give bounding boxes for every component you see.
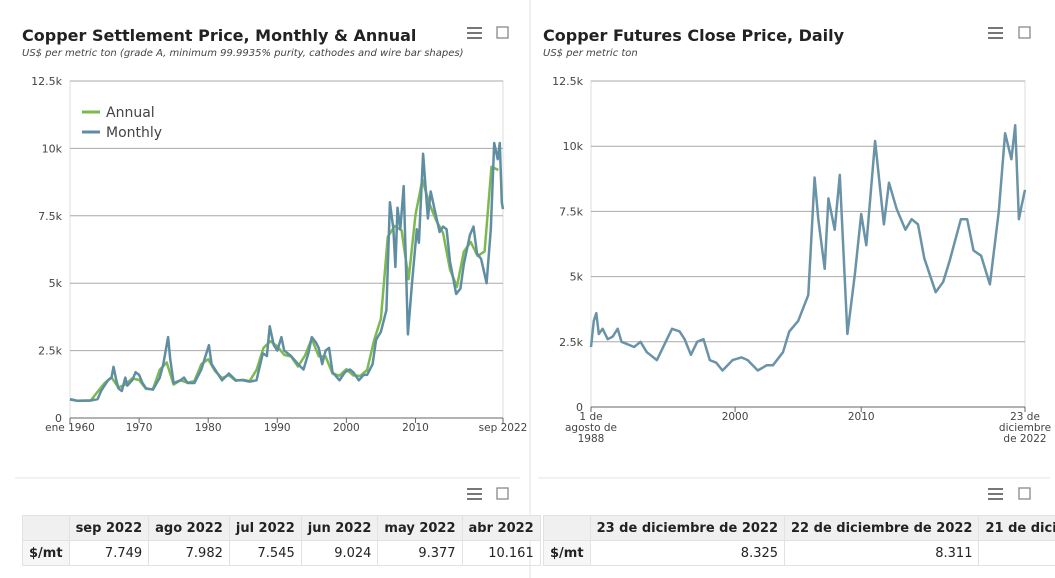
cell: 9.377	[377, 540, 463, 566]
x-tick-label: 2010	[847, 412, 875, 423]
series-line	[69, 141, 505, 402]
y-tick-label: 2.5k	[38, 345, 62, 358]
menu-icon[interactable]	[467, 27, 1003, 500]
column-header: abr 2022	[461, 515, 541, 541]
x-tick-label-box: 2010	[847, 412, 875, 423]
legend-label: Monthly	[106, 125, 162, 141]
x-tick-label-box: ene 1960	[45, 423, 95, 434]
data-table: sep 2022 ago 2022 jul 2022 jun 2022 may 2022…	[22, 515, 541, 566]
cell: 7.749	[68, 540, 150, 566]
row-label: $/mt	[22, 540, 70, 566]
y-tick-label: 5k	[49, 277, 63, 290]
y-tick-label: 7.5k	[559, 205, 583, 218]
y-tick-label: 7.5k	[38, 210, 62, 223]
x-tick-label: 1980	[194, 423, 222, 434]
y-tick-label: 0	[576, 401, 583, 414]
expand-icon[interactable]	[496, 26, 1031, 500]
data-row: $/mt 7.749 7.982 7.545 9.024 9.377 10.161	[22, 540, 541, 566]
column-header: jul 2022	[228, 515, 302, 541]
legend-label: Annual	[106, 105, 155, 121]
y-tick-label: 5k	[570, 271, 584, 284]
series-line	[589, 124, 1027, 372]
y-tick-label: 12.5k	[552, 75, 583, 88]
cell: 9.024	[300, 540, 379, 566]
y-tick-label: 2.5k	[559, 336, 583, 349]
cell: 7.982	[148, 540, 230, 566]
corner-cell	[22, 515, 70, 541]
x-tick-label: 2000	[721, 412, 749, 423]
y-tick-label: 10k	[42, 142, 63, 155]
row-label: $/mt	[543, 540, 591, 566]
x-tick-label-box: 1970	[125, 423, 153, 434]
x-tick-label: 1970	[125, 423, 153, 434]
cell: 10.161	[461, 540, 541, 566]
x-tick-label: sep 2022	[478, 423, 528, 434]
column-header: 21 de diciembr	[978, 515, 1055, 541]
x-tick-label: ene 1960	[45, 423, 95, 434]
corner-cell	[543, 515, 591, 541]
chart-title: Copper Futures Close Price, Daily	[543, 26, 845, 45]
header-row: sep 2022 ago 2022 jul 2022 jun 2022 may 2022…	[22, 515, 541, 541]
chart-title: Copper Settlement Price, Monthly & Annua…	[22, 26, 416, 45]
x-tick-label: 2010	[402, 423, 429, 434]
x-tick-label-box: 1990	[263, 423, 291, 434]
x-tick-label-box: 23 de diciembre de 2022	[998, 412, 1052, 445]
cell	[978, 540, 1055, 566]
x-tick-label: 1 de agosto de 1988	[565, 412, 617, 445]
column-header: 22 de diciembre de 2022	[784, 515, 980, 541]
column-header: 23 de diciembre de 2022	[589, 515, 786, 541]
column-header: jun 2022	[300, 515, 379, 541]
x-tick-label-box: 1980	[194, 423, 222, 434]
data-row: $/mt 8.325 8.311	[543, 540, 1055, 566]
y-tick-label: 0	[55, 412, 62, 425]
column-header: ago 2022	[148, 515, 230, 541]
column-header: may 2022	[377, 515, 463, 541]
chart-subtitle: US$ per metric ton	[543, 48, 638, 59]
x-tick-label-box: 2000	[721, 412, 749, 423]
x-tick-label-box: 2010	[402, 423, 429, 434]
data-table: 23 de diciembre de 2022 22 de diciembre d…	[543, 515, 1055, 566]
cell: 8.311	[784, 540, 980, 566]
y-tick-label: 10k	[563, 140, 584, 153]
chart-subtitle: US$ per metric ton (grade A, minimum 99.…	[22, 48, 463, 59]
cell: 7.545	[228, 540, 302, 566]
y-tick-label: 12.5k	[31, 75, 62, 88]
x-tick-label-box: 1 de agosto de 1988	[565, 412, 617, 445]
x-tick-label-box: 2000	[332, 423, 360, 434]
x-tick-label-box: sep 2022	[478, 423, 528, 434]
x-tick-label: 2000	[332, 423, 360, 434]
x-tick-label: 1990	[263, 423, 291, 434]
x-tick-label: 23 de diciembre de 2022	[998, 412, 1052, 445]
header-row: 23 de diciembre de 2022 22 de diciembre d…	[543, 515, 1055, 541]
cell: 8.325	[589, 540, 786, 566]
column-header: sep 2022	[68, 515, 150, 541]
